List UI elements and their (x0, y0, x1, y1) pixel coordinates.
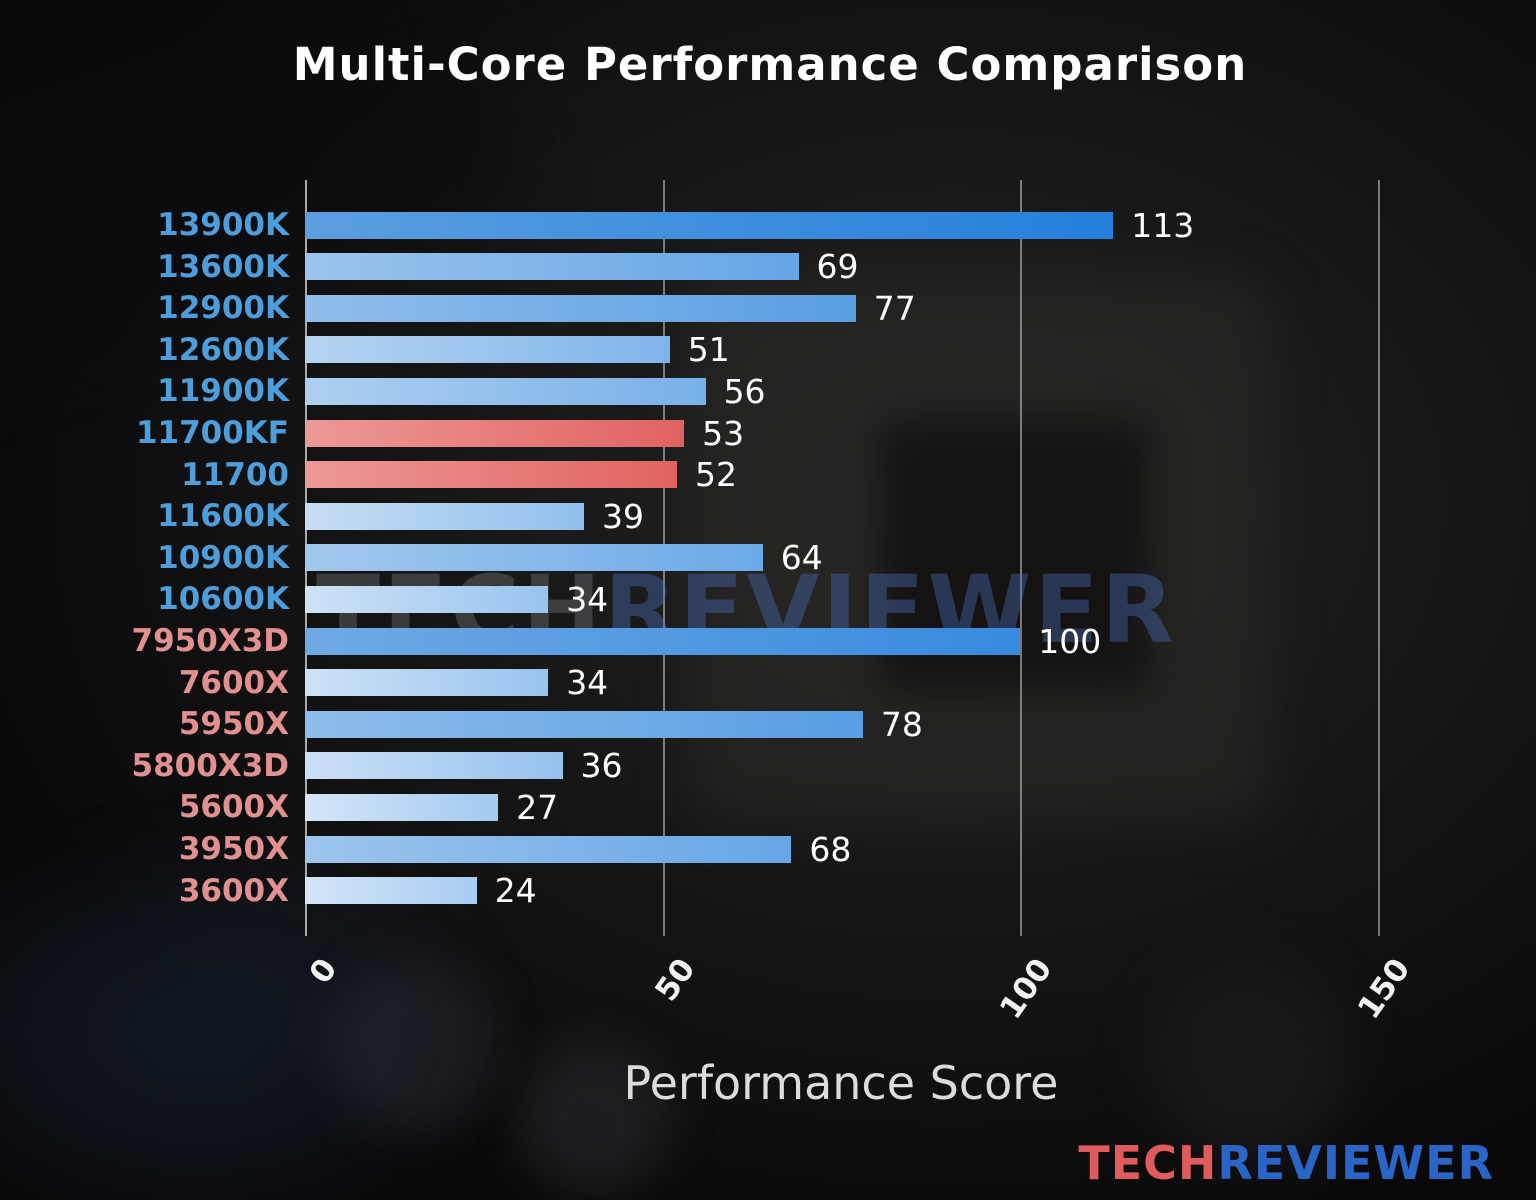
site-logo: TECHREVIEWER (1078, 1136, 1494, 1190)
chart-title: Multi-Core Performance Comparison (292, 38, 1248, 91)
category-label: 5950X (178, 706, 289, 743)
chart-row: 12900K 77 (0, 289, 916, 328)
chart-row: 10600K 34 (0, 580, 608, 619)
value-label: 69 (816, 247, 859, 287)
chart-row: 12600K 51 (0, 330, 730, 369)
value-label: 53 (702, 413, 745, 453)
chart-row: 11700KF 53 (0, 414, 744, 453)
bar (305, 793, 499, 821)
gridline (1020, 180, 1023, 936)
bar (305, 211, 1114, 239)
value-label: 27 (516, 787, 559, 827)
category-label: 5600X (178, 789, 289, 826)
bar (305, 544, 763, 572)
chart-row: 5950X 78 (0, 705, 923, 744)
gridline (1377, 180, 1380, 936)
category-label: 5800X3D (131, 747, 289, 784)
chart-row: 3950X 68 (0, 830, 852, 869)
logo-reviewer: REVIEWER (1217, 1136, 1494, 1190)
value-label: 68 (809, 829, 852, 869)
chart-row: 13600K 69 (0, 247, 858, 286)
value-label: 77 (873, 288, 916, 328)
value-label: 56 (723, 371, 766, 411)
category-label: 3950X (178, 831, 289, 867)
bar (305, 710, 863, 738)
value-label: 36 (580, 746, 623, 786)
category-label: 12600K (157, 331, 289, 368)
chart-row: 3600X 24 (0, 871, 537, 910)
bar (305, 877, 477, 905)
bar (305, 253, 799, 281)
category-label: 11900K (157, 373, 289, 410)
value-label: 113 (1131, 205, 1195, 245)
x-axis-label: Performance Score (623, 1056, 1059, 1110)
bar (305, 585, 549, 613)
chart-row: 7600X 34 (0, 663, 608, 702)
background-capacitor (520, 1040, 670, 1190)
value-label: 34 (566, 663, 609, 703)
category-label: 10900K (157, 539, 289, 576)
bar (305, 419, 685, 447)
value-label: 52 (694, 455, 737, 495)
bar (305, 461, 677, 489)
background-capacitor (1150, 960, 1350, 1160)
category-label: 11600K (157, 498, 289, 535)
chart-row: 13900K 113 (0, 206, 1194, 245)
value-label: 64 (780, 538, 823, 578)
bar (305, 502, 584, 530)
chart-row: 11600K 39 (0, 497, 644, 536)
category-label: 13900K (157, 207, 289, 243)
chart-row: 11900K 56 (0, 372, 765, 411)
background-capacitor (330, 960, 500, 1130)
bar (305, 752, 563, 780)
logo-tech: TECH (1078, 1136, 1218, 1190)
bar (305, 835, 792, 863)
category-label: 7600X (178, 664, 289, 701)
bar (305, 627, 1021, 655)
chart-row: 10900K 64 (0, 538, 823, 577)
category-label: 13600K (157, 248, 289, 285)
value-label: 78 (880, 704, 923, 744)
bar (305, 294, 856, 322)
category-label: 11700 (181, 456, 289, 493)
bar (305, 669, 549, 697)
value-label: 100 (1038, 621, 1102, 661)
value-label: 24 (494, 871, 537, 911)
chart-row: 5600X 27 (0, 788, 558, 827)
value-label: 34 (566, 579, 609, 619)
chart-row: 7950X3D 100 (0, 622, 1102, 661)
value-label: 39 (601, 496, 644, 536)
category-label: 11700KF (135, 415, 289, 451)
bar (305, 377, 706, 405)
category-label: 12900K (157, 290, 289, 327)
chart-row: 5800X3D 36 (0, 746, 623, 785)
bar (305, 336, 670, 364)
category-label: 3600X (178, 872, 289, 909)
category-label: 7950X3D (131, 623, 289, 659)
category-label: 10600K (157, 581, 289, 618)
value-label: 51 (687, 330, 730, 370)
chart-row: 11700 52 (0, 455, 737, 494)
